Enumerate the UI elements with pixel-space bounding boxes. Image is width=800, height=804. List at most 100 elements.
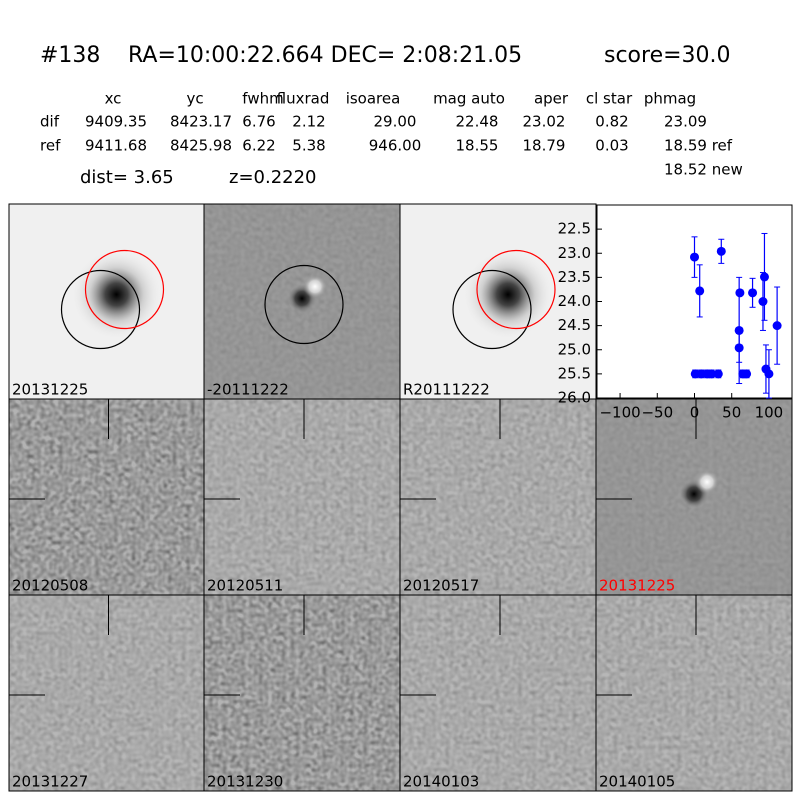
panel-label: R20111222 (403, 381, 490, 399)
panel-label: -20111222 (207, 381, 289, 399)
table-cell: 9409.35 (85, 113, 147, 131)
panel-label: 20120517 (403, 577, 479, 595)
y-tick-label: 23.5 (558, 268, 591, 286)
point (758, 297, 768, 306)
table-cell: 946.00 (369, 137, 422, 155)
image-panel: 20140103 (399, 594, 597, 792)
panel-label: 20131230 (207, 773, 283, 791)
column-header: xc (105, 90, 122, 108)
table-cell: 22.48 (456, 113, 499, 131)
x-tick-label: −100 (599, 404, 640, 422)
source (71, 249, 162, 340)
score: score=30.0 (604, 43, 731, 68)
ref-circle (60, 269, 141, 350)
point (748, 288, 758, 298)
noise (204, 399, 400, 595)
image-panel: 20120517 (399, 398, 597, 596)
panel-label: 20131227 (12, 773, 88, 791)
y-tick-label: 26.0 (558, 389, 591, 407)
panel-border (595, 594, 793, 792)
point (734, 325, 744, 335)
table-cell: 6.22 (242, 137, 275, 155)
table-cell: 8425.98 (170, 137, 232, 155)
x-tick-label: 0 (690, 404, 700, 422)
image-panel: 20131227 (8, 594, 205, 792)
column-header: isoarea (346, 90, 401, 108)
point (735, 288, 745, 298)
column-header: cl star (586, 90, 633, 108)
column-header: fluxrad (277, 90, 330, 108)
phmag-new: 18.52 new (664, 161, 743, 179)
point (742, 369, 752, 379)
y-tick-label: 25.0 (558, 340, 591, 358)
x-tick-label: 100 (755, 404, 784, 422)
y-tick-label: 23.0 (558, 244, 591, 262)
y-tick-label: 22.5 (558, 220, 591, 238)
image-panel: -20111222 (203, 203, 401, 400)
image-panel: 20131225 (595, 398, 793, 596)
ref-circle (264, 264, 344, 345)
point (690, 252, 699, 262)
noise (204, 595, 400, 791)
point (716, 246, 726, 256)
noise (596, 595, 792, 791)
table-cell: 18.79 (523, 137, 566, 155)
column-header: fwhm (242, 90, 283, 108)
image-panel: 20131230 (203, 594, 401, 792)
source (463, 249, 553, 340)
object-id: #138 (40, 43, 100, 68)
panel-label: 20120511 (207, 577, 283, 595)
noise (400, 399, 596, 595)
column-header: yc (186, 90, 203, 108)
point (759, 272, 769, 282)
coordinates: RA=10:00:22.664 DEC= 2:08:21.05 (128, 43, 522, 68)
image-panel: 20131225 (8, 203, 205, 400)
point (713, 369, 723, 379)
x-tick-label: 50 (722, 404, 741, 422)
table-cell: 29.00 (374, 113, 417, 131)
ref-circle (452, 269, 532, 350)
panel-label: 20131225 (599, 577, 675, 595)
light-curve: 22.5 23.0 23.5 24.0 24.5 25.0 25.5 26.0 −100 −50 0… (558, 204, 793, 422)
point (707, 369, 717, 379)
point (764, 369, 774, 379)
y-tick-label: 24.5 (558, 316, 591, 334)
table-cell: 5.38 (292, 137, 325, 155)
table-cell: 23.02 (523, 113, 566, 131)
panel-grid: 20131225 -20111222 R20111222 20120508 201205… (8, 203, 793, 792)
point (772, 321, 782, 331)
panel-label: 20140103 (403, 773, 479, 791)
redshift: z=0.2220 (229, 167, 317, 188)
table-cell: 9411.68 (85, 137, 147, 155)
column-header: mag auto (433, 90, 505, 108)
panel-label: 20131225 (12, 381, 88, 399)
table-cell: 0.03 (595, 137, 628, 155)
panel-label: 20140105 (599, 773, 675, 791)
row-label: dif (40, 113, 60, 131)
image-panel: 20120508 (8, 398, 205, 596)
y-tick-label: 24.0 (558, 292, 591, 310)
image-panel: 20140105 (595, 594, 793, 792)
table-cell: 2.12 (292, 113, 325, 131)
table-cell: 23.09 (664, 113, 707, 131)
table-cell: 8423.17 (170, 113, 232, 131)
y-tick-label: 25.5 (558, 364, 591, 382)
row-label: ref (40, 137, 61, 155)
table-cell: 6.76 (242, 113, 275, 131)
x-tick-label: −50 (641, 404, 673, 422)
column-header: phmag (644, 90, 696, 108)
table-cell: 18.55 (456, 137, 499, 155)
noise (9, 399, 204, 595)
light-lobe (303, 274, 327, 299)
panel-label: 20120508 (12, 577, 88, 595)
point (734, 343, 744, 353)
table-cell: 0.82 (595, 113, 628, 131)
light-lobe (695, 470, 719, 494)
new-circle (84, 249, 165, 330)
column-header: aper (534, 90, 569, 108)
table-cell: 18.59 ref (664, 137, 733, 155)
noise (400, 595, 596, 791)
image-panel: 20120511 (203, 398, 401, 596)
point (695, 286, 705, 296)
